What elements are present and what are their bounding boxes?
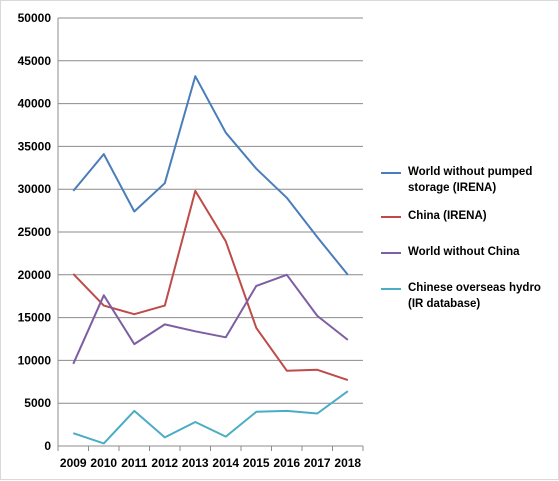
legend: World without pumped storage (IRENA) Chi… (381, 164, 551, 324)
y-tick-label: 45000 (18, 54, 52, 68)
legend-swatch (381, 288, 401, 290)
y-tick-label: 25000 (18, 225, 52, 239)
legend-item-world-without-china: World without China (381, 244, 551, 260)
y-tick-label: 20000 (18, 268, 52, 282)
legend-swatch (381, 172, 401, 174)
y-tick-labels: 0 5000 10000 15000 20000 25000 30000 35000 40000… (18, 11, 52, 453)
legend-label: World without pumped storage (IRENA) (408, 166, 533, 194)
x-tick-label: 2013 (182, 456, 209, 470)
y-tick-label: 0 (44, 439, 51, 453)
series-lines (72, 75, 349, 445)
x-tick-label: 2014 (212, 456, 239, 470)
x-tick-label: 2009 (60, 456, 87, 470)
legend-item-chinese-overseas-hydro: Chinese overseas hydro (IR database) (381, 280, 551, 312)
y-tick-label: 50000 (18, 11, 52, 25)
legend-item-china: China (IRENA) (381, 208, 551, 224)
x-tick-labels: 2009 2010 2011 2012 2013 2014 2015 2016 2017 2018 (60, 456, 362, 470)
y-tick-label: 15000 (18, 311, 52, 325)
axes (57, 18, 364, 451)
x-tick-label: 2018 (334, 456, 361, 470)
legend-swatch (381, 252, 401, 254)
x-tick-label: 2012 (151, 456, 178, 470)
legend-item-world-without-pumped-storage: World without pumped storage (IRENA) (381, 164, 551, 196)
y-tick-label: 10000 (18, 353, 52, 367)
series-line-1 (72, 189, 349, 382)
x-tick-label: 2017 (304, 456, 331, 470)
y-tick-label: 5000 (24, 396, 51, 410)
y-tick-label: 30000 (18, 182, 52, 196)
y-tick-label: 40000 (18, 97, 52, 111)
legend-label: China (IRENA) (408, 210, 487, 222)
legend-swatch (381, 216, 401, 218)
legend-label: Chinese overseas hydro (IR database) (408, 282, 541, 310)
x-tick-label: 2010 (90, 456, 117, 470)
series-line-0 (72, 75, 349, 276)
x-tick-label: 2015 (243, 456, 270, 470)
y-tick-label: 35000 (18, 139, 52, 153)
x-tick-label: 2016 (273, 456, 300, 470)
x-tick-label: 2011 (121, 456, 147, 470)
legend-label: World without China (408, 246, 520, 258)
series-line-3 (72, 390, 349, 445)
series-line-2 (72, 273, 349, 365)
gridlines (58, 17, 363, 404)
